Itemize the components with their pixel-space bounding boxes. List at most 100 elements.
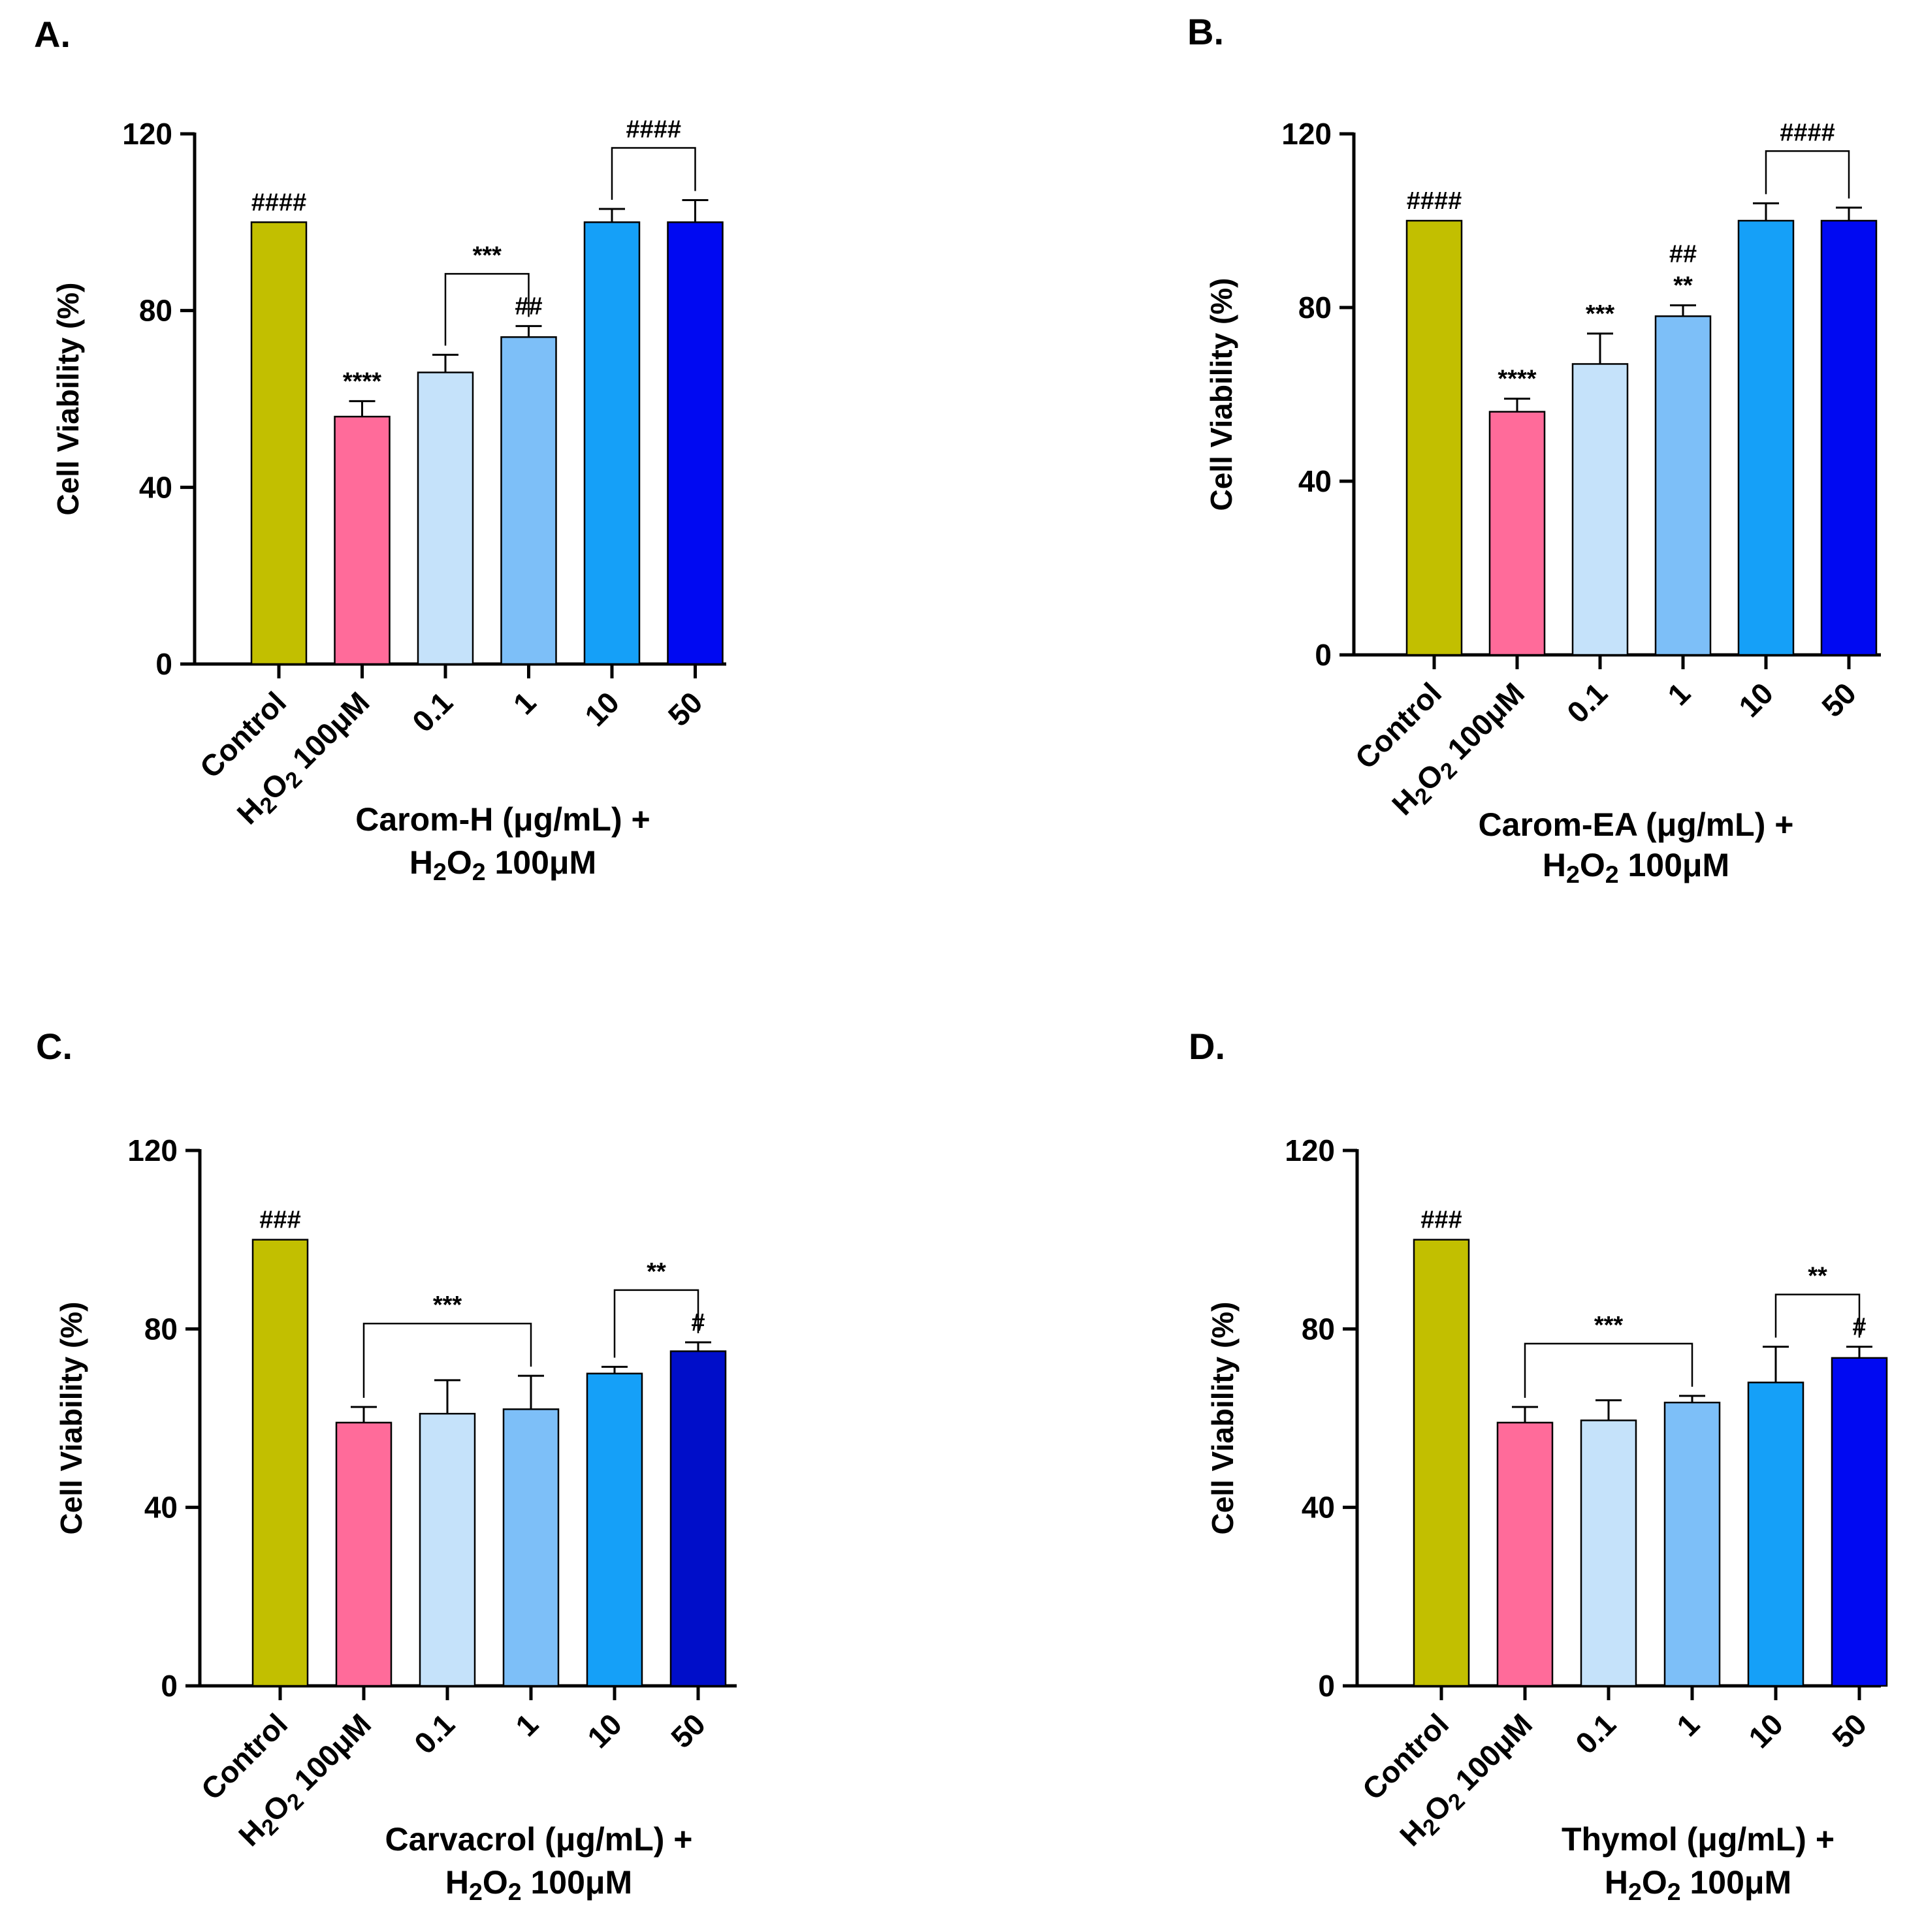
y-tick-label: 40: [1298, 464, 1332, 498]
bar: [1496, 1421, 1554, 1687]
chart-panel-a: A. 0 40 80 120 Cell Viability (%) Control H2O2 …: [34, 14, 726, 885]
significance-label: ****: [1498, 366, 1536, 393]
significance-label: ####: [1407, 187, 1462, 215]
x-tick-label: 10: [578, 685, 626, 733]
x-tick-label: 1: [509, 1707, 545, 1743]
x-tick-label: 1: [1670, 1707, 1706, 1743]
significance-bracket: [362, 1322, 532, 1398]
x-tick-label: 50: [664, 1707, 712, 1754]
y-axis-title: Cell Viability (%): [54, 1301, 88, 1534]
x-tick-label: 1: [1661, 676, 1697, 712]
significance-bracket: [444, 273, 530, 346]
bar: [334, 415, 391, 665]
y-tick-label: 40: [139, 470, 172, 504]
bar: [1747, 1382, 1804, 1687]
significance-label: ****: [343, 368, 381, 395]
bar: [1488, 411, 1546, 656]
x-tick-label: 0.1: [1560, 676, 1614, 729]
x-tick-label: 10: [1732, 676, 1780, 723]
x-tick-label: 10: [581, 1707, 628, 1754]
x-tick-label: Control: [193, 685, 293, 784]
x-group-title: Carvacrol (μg/mL) +: [385, 1821, 693, 1858]
bar: [417, 372, 474, 665]
y-tick-label: 0: [1315, 638, 1332, 672]
bracket-label: ####: [1780, 119, 1835, 146]
y-tick-label: 0: [161, 1669, 178, 1703]
significance-bracket: [1524, 1342, 1693, 1398]
x-tick-label: Control: [1356, 1707, 1455, 1806]
x-group-subtitle: H2O2 100μM: [1543, 847, 1729, 888]
x-tick-label: 0.1: [408, 1707, 461, 1760]
significance-bracket: [613, 1289, 699, 1358]
y-tick-label: 80: [1302, 1312, 1335, 1346]
bar: [586, 1372, 643, 1687]
bracket-label: ***: [1594, 1312, 1624, 1339]
bar: [583, 221, 641, 665]
bracket-label: ####: [626, 116, 681, 144]
x-tick-label: 0.1: [406, 685, 459, 738]
panel-label: C.: [36, 1026, 72, 1067]
significance-bracket: [611, 147, 696, 200]
y-tick-label: 120: [127, 1133, 178, 1167]
bar: [251, 1239, 309, 1687]
y-tick-label: 80: [144, 1312, 178, 1346]
y-tick-label: 120: [1285, 1133, 1335, 1167]
y-tick-label: 0: [155, 647, 172, 681]
bracket-label: ***: [433, 1291, 462, 1319]
x-group-title: Thymol (μg/mL) +: [1562, 1821, 1835, 1858]
significance-label: **: [1673, 272, 1693, 300]
y-tick-label: 40: [1302, 1491, 1335, 1525]
significance-bracket: [1765, 150, 1850, 199]
x-group-subtitle: H2O2 100μM: [409, 844, 596, 885]
chart-panel-c: C. 0 40 80 120 Cell Viability (%) Control H2O2 …: [36, 1026, 737, 1905]
significance-bracket: [1774, 1293, 1861, 1338]
y-tick-label: 40: [144, 1491, 178, 1525]
significance-label: ###: [259, 1207, 300, 1234]
panel-label: A.: [34, 14, 71, 55]
bar: [419, 1412, 476, 1687]
bar: [335, 1421, 393, 1687]
bar: [1571, 363, 1629, 656]
x-group-title: Carom-H (μg/mL) +: [355, 801, 650, 838]
bracket-label: **: [1808, 1263, 1827, 1290]
x-tick-label: 50: [1815, 676, 1863, 723]
x-tick-label: Control: [1349, 676, 1448, 775]
x-tick-label: 1: [507, 685, 543, 721]
bar: [1654, 315, 1712, 656]
bar: [502, 1408, 560, 1687]
bracket-label: ***: [473, 242, 502, 269]
y-tick-label: 80: [1298, 291, 1332, 325]
panel-label: D.: [1189, 1026, 1225, 1067]
y-axis-title: Cell Viability (%): [51, 282, 85, 515]
bar: [500, 336, 557, 665]
chart-panel-b: B. 0 40 80 120 Cell Viability (%) Control H2O2 …: [1187, 11, 1881, 888]
bar: [1820, 219, 1878, 656]
y-tick-label: 120: [122, 117, 172, 151]
y-axis-title: Cell Viability (%): [1206, 1301, 1240, 1534]
bar: [1663, 1401, 1721, 1687]
x-tick-label: 50: [662, 685, 709, 733]
bar: [1413, 1239, 1470, 1687]
significance-label: ###: [1420, 1207, 1462, 1234]
y-axis-title: Cell Viability (%): [1204, 277, 1238, 511]
bracket-label: **: [647, 1258, 666, 1286]
x-group-title: Carom-EA (μg/mL) +: [1479, 806, 1794, 843]
x-tick-label: 10: [1742, 1707, 1789, 1754]
x-tick-label: 0.1: [1569, 1707, 1622, 1760]
bar: [1405, 219, 1463, 656]
significance-label: ##: [1669, 241, 1697, 268]
y-tick-label: 0: [1318, 1669, 1335, 1703]
x-tick-label: Control: [195, 1707, 294, 1806]
significance-label: ####: [251, 189, 307, 216]
panel-label: B.: [1187, 11, 1224, 52]
y-tick-label: 80: [139, 294, 172, 328]
y-tick-label: 120: [1281, 117, 1332, 151]
bar: [1831, 1357, 1888, 1687]
x-group-subtitle: H2O2 100μM: [1605, 1864, 1791, 1905]
significance-label: ***: [1586, 300, 1615, 328]
bar: [250, 221, 308, 665]
bar: [667, 221, 724, 665]
bar: [1737, 219, 1795, 656]
bar: [1580, 1419, 1637, 1687]
